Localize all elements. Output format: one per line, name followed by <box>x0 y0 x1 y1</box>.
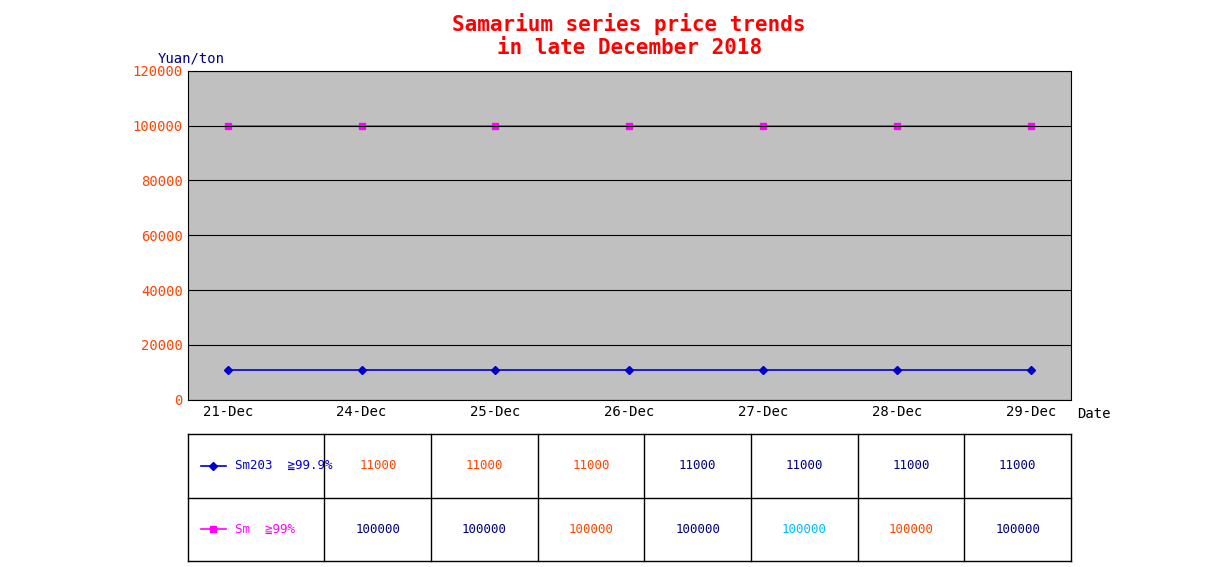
Text: 11000: 11000 <box>572 459 610 472</box>
Text: 11000: 11000 <box>466 459 503 472</box>
Text: 11000: 11000 <box>998 459 1036 472</box>
Text: Date: Date <box>1077 407 1111 421</box>
Text: Sm  ≧99%: Sm ≧99% <box>236 523 295 536</box>
Text: 11000: 11000 <box>892 459 929 472</box>
Text: 11000: 11000 <box>679 459 716 472</box>
Text: 100000: 100000 <box>888 523 933 536</box>
Text: Yuan/ton: Yuan/ton <box>157 51 224 65</box>
Text: 100000: 100000 <box>356 523 401 536</box>
Text: 100000: 100000 <box>462 523 507 536</box>
Text: 11000: 11000 <box>359 459 397 472</box>
Text: 11000: 11000 <box>785 459 823 472</box>
Text: 100000: 100000 <box>569 523 613 536</box>
Text: 100000: 100000 <box>995 523 1041 536</box>
Text: 100000: 100000 <box>675 523 720 536</box>
Title: Samarium series price trends
in late December 2018: Samarium series price trends in late Dec… <box>453 13 806 58</box>
Text: 100000: 100000 <box>782 523 826 536</box>
Text: Sm203  ≧99.9%: Sm203 ≧99.9% <box>236 459 333 472</box>
